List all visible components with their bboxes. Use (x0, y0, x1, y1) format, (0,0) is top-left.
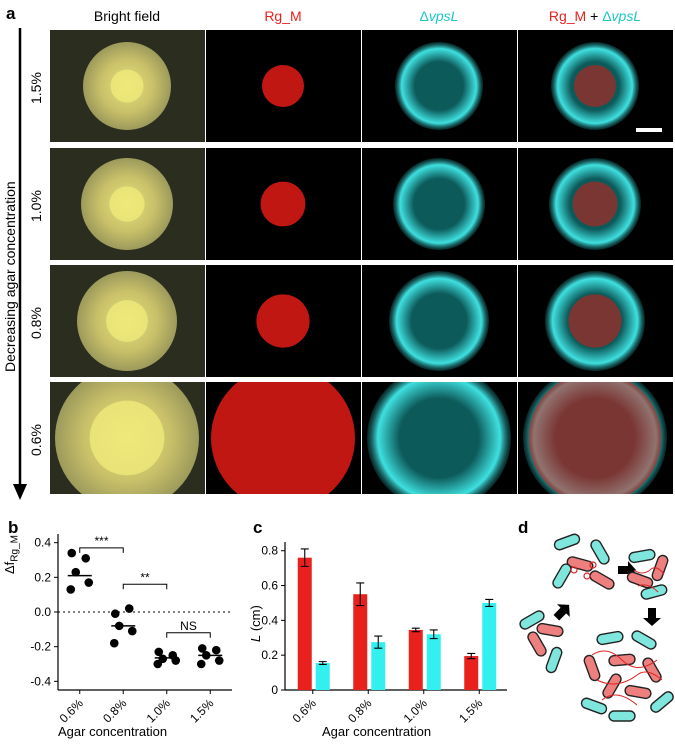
panel-c-bar (353, 594, 368, 690)
colony-image-cyan-0.6% (362, 382, 517, 494)
panel-c-y-tick-label: 0.6 (261, 579, 278, 593)
colony-image-bright-1.0% (50, 148, 205, 260)
panel-c-y-tick-label: 0.2 (261, 648, 278, 662)
panel-b-significance-bracket (79, 547, 124, 553)
panel-c-letter: c (253, 518, 263, 537)
column-header-4: Rg_M + ΔvpsL (548, 8, 642, 24)
panel-c-error-bar (300, 548, 309, 567)
panel-b-point (109, 638, 119, 648)
panel-c-bar (482, 602, 497, 690)
panel-c-bar (297, 557, 312, 690)
panel-b-y-tick-label: -0.2 (30, 640, 51, 654)
panel-b-point (153, 659, 163, 669)
colony-image-bright-1.5% (50, 30, 205, 142)
panel-b-significance-label: ** (140, 570, 150, 584)
cluster-left (517, 608, 565, 675)
panel-c-bar (426, 634, 441, 690)
panel-c-bar (464, 656, 479, 690)
panel-b-point (81, 553, 91, 563)
panel-c-error-bar (374, 635, 383, 649)
panel-d-schematic (517, 532, 675, 722)
panel-b-y-tick-label: 0.4 (34, 536, 51, 550)
row-label-1-5pct: 1.5% (28, 72, 44, 104)
colony-image-merge-0.6% (518, 382, 673, 494)
panel-b-significance-bracket (166, 632, 211, 638)
panel-b-point (196, 659, 206, 669)
panel-b-x-tick-label: 0.6% (57, 696, 86, 725)
panel-c-y-tick-label: 0.4 (261, 613, 278, 627)
panel-b-significance-label: *** (94, 534, 108, 548)
colony-image-cyan-1.5% (362, 30, 517, 142)
colony-image-bright-0.6% (50, 382, 205, 494)
panel-b-x-label: Agar concentration (58, 724, 168, 739)
panel-c-y-tick-label: 0 (271, 683, 278, 697)
panel-b-y-tick-label: 0.0 (34, 605, 51, 619)
panel-c-bar-chart: 0 0.2 0.4 0.6 0.8 0.6% 0.8% 1.0% 1.5% (261, 542, 507, 725)
panel-c-error-bar (429, 629, 438, 640)
panel-c-x-tick-label: 1.0% (401, 696, 430, 725)
panel-b-y-tick-label: -0.4 (30, 674, 51, 688)
row-label-0-6pct: 0.6% (28, 424, 44, 456)
arrow-down-icon (643, 608, 661, 626)
panel-a-letter: a (6, 4, 16, 23)
panel-b-point (214, 656, 224, 665)
colony-image-merge-1.5% (518, 30, 673, 142)
colony-image-red-0.6% (206, 382, 361, 494)
column-header-1: Bright field (93, 8, 161, 24)
panel-b-point (84, 578, 94, 587)
panel-b-x-tick-label: 1.0% (144, 696, 173, 725)
cluster-top-left (550, 532, 617, 592)
column-header-2: Rg_M (264, 8, 302, 24)
panel-c-bar (408, 629, 423, 690)
colony-image-bright-0.8% (50, 265, 205, 377)
agar-gradient-arrow (13, 28, 27, 500)
panel-c-error-bar (411, 627, 420, 633)
panel-b-significance-bracket (122, 583, 168, 590)
panel-b-point (211, 645, 221, 655)
colony-image-red-1.5% (206, 30, 361, 142)
panel-c-error-bar (485, 598, 494, 607)
column-header-3: ΔvpsL (419, 8, 459, 24)
panel-b-point (154, 647, 164, 657)
cluster-bottom (579, 628, 675, 722)
panel-c-error-bar (318, 661, 327, 665)
row-label-0-8pct: 0.8% (28, 307, 44, 339)
panel-b-x-tick-label: 0.8% (100, 696, 129, 725)
panel-b-x-tick-label: 1.5% (187, 696, 216, 725)
colony-image-red-0.8% (206, 265, 361, 377)
panel-d-letter: d (518, 518, 529, 537)
panel-b-point (67, 548, 77, 558)
colony-image-cyan-1.0% (362, 148, 517, 260)
agar-gradient-label: Decreasing agar concentration (2, 181, 18, 372)
arrow-up-right-icon (549, 598, 576, 625)
panel-c-x-tick-label: 0.6% (290, 696, 319, 725)
panel-b-point (197, 644, 207, 653)
panel-c-bar (315, 663, 330, 690)
panel-b-scatter-chart: -0.4-0.20.00.20.40.6% 0.8% 1.0% 1.5%*****NS (30, 534, 232, 725)
panel-c-error-bar (356, 582, 365, 607)
colony-image-cyan-0.8% (362, 265, 517, 377)
panel-b-point (127, 626, 137, 636)
panel-c-y-tick-label: 0.8 (261, 544, 278, 558)
colony-image-red-1.0% (206, 148, 361, 260)
row-label-1-0pct: 1.0% (28, 190, 44, 222)
panel-b-y-tick-label: 0.2 (34, 570, 51, 584)
panel-b-point (71, 567, 81, 577)
panel-c-error-bar (467, 652, 476, 660)
panel-c-x-tick-label: 0.8% (345, 696, 374, 725)
colony-image-merge-0.8% (518, 265, 673, 377)
panel-c-x-label: Agar concentration (322, 724, 432, 739)
panel-b-point (66, 585, 76, 594)
panel-b-letter: b (8, 518, 19, 537)
colony-image-merge-1.0% (518, 148, 673, 260)
panel-b-point (124, 604, 134, 613)
panel-c-bar (371, 642, 386, 690)
panel-b-point (110, 609, 120, 619)
cluster-top-right (625, 548, 670, 601)
panel-c-x-tick-label: 1.5% (456, 696, 485, 725)
panel-b-significance-label: NS (180, 619, 197, 633)
